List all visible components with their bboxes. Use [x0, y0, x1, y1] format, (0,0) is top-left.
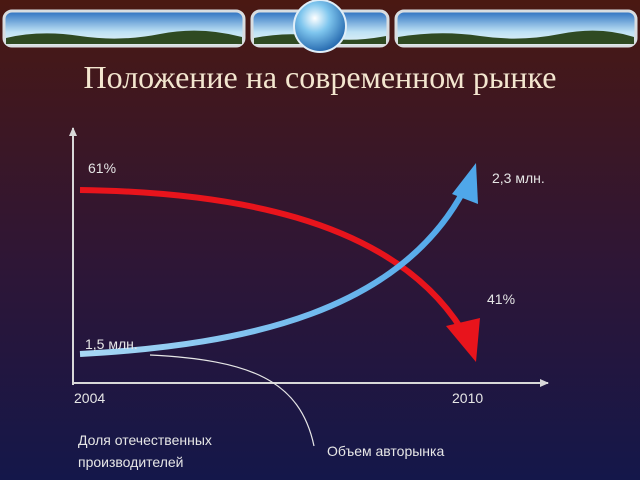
volume-arrowhead	[452, 163, 478, 204]
share-curve	[79, 187, 465, 332]
share-end-label: 41%	[487, 291, 515, 307]
slide-title: Положение на современном рынке	[84, 59, 557, 95]
share-start-label: 61%	[88, 160, 116, 176]
leader-line	[149, 354, 315, 447]
share-arrowhead	[446, 318, 480, 362]
volume-start-label: 1,5 млн.	[85, 336, 138, 352]
volume-end-label: 2,3 млн.	[492, 170, 545, 186]
share-caption: производителей	[78, 454, 184, 470]
volume-curve	[79, 188, 467, 357]
share-caption: Доля отечественных	[78, 432, 212, 448]
volume-caption: Объем авторынка	[327, 443, 444, 459]
header-banner	[2, 0, 638, 53]
year-end-label: 2010	[452, 390, 483, 406]
year-start-label: 2004	[74, 390, 105, 406]
